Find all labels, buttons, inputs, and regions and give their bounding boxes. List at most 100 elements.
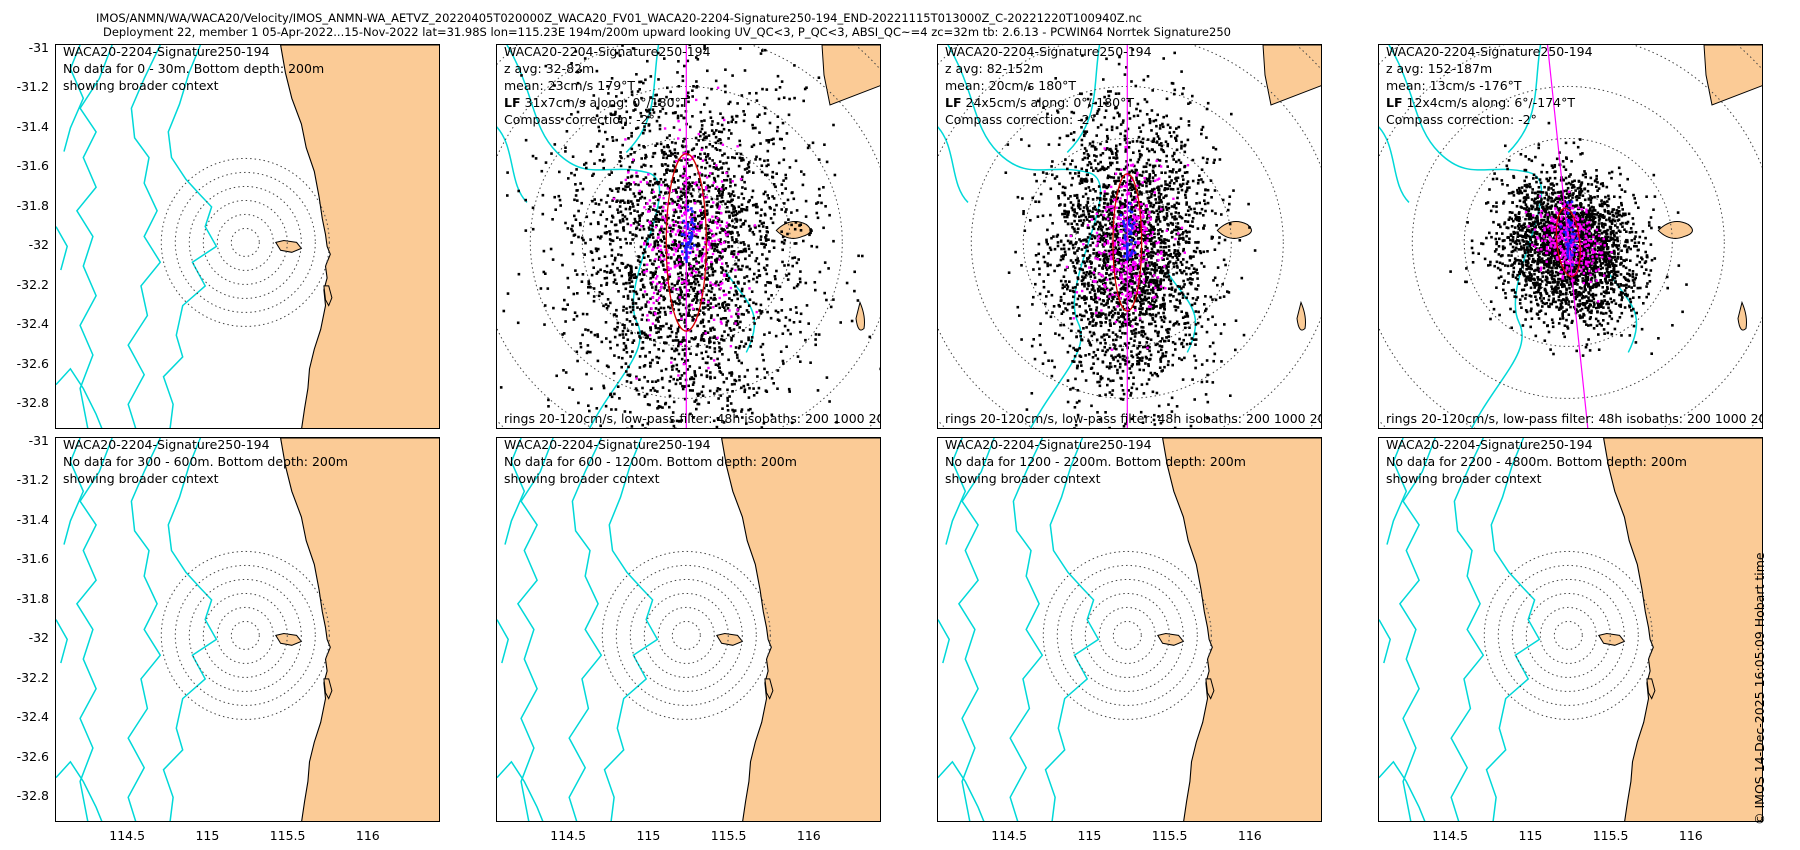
- y-tick-label: -32.6: [16, 355, 49, 371]
- isobath-line: [1485, 438, 1541, 821]
- annotation-line: showing broader context: [63, 471, 219, 486]
- speed-ring: [601, 550, 771, 720]
- map-panel: WACA20-2204-Signature250-194 z avg: 32-82…: [496, 44, 881, 429]
- panel-annotation: WACA20-2204-Signature250-194 No data for …: [63, 44, 324, 94]
- map-panel: WACA20-2204-Signature250-194 No data for …: [496, 437, 881, 822]
- isobath-line: [497, 760, 544, 821]
- speed-ring: [1525, 592, 1611, 678]
- annotation-line: No data for 1200 - 2200m. Bottom depth: …: [945, 454, 1246, 469]
- land: [1703, 45, 1762, 106]
- lf-label: LF: [1386, 95, 1403, 110]
- annotation-line: WACA20-2204-Signature250-194: [504, 44, 711, 59]
- island: [1205, 678, 1215, 700]
- isobath-line: [127, 438, 162, 821]
- lf-label: LF: [504, 95, 521, 110]
- isobath-line: [1166, 272, 1197, 353]
- x-tick-label: 115: [1077, 828, 1102, 843]
- isobath-line: [516, 438, 554, 821]
- map-canvas: [497, 438, 880, 821]
- annotation-line: WACA20-2204-Signature250-194: [63, 44, 270, 59]
- map-panel: WACA20-2204-Signature250-194 No data for …: [55, 437, 440, 822]
- speed-ring: [230, 227, 260, 257]
- isobath-line: [162, 45, 218, 428]
- y-tick-label: -32.8: [16, 395, 49, 411]
- y-tick-label: -32.4: [16, 316, 49, 332]
- x-tick-label: 115: [195, 828, 220, 843]
- speed-ring: [216, 606, 274, 664]
- land: [1603, 438, 1762, 821]
- lf-variance-ellipse: [1112, 173, 1143, 312]
- y-tick-label: -31.6: [16, 158, 49, 174]
- isobath-line: [1398, 438, 1436, 821]
- isobath-line: [63, 438, 85, 545]
- y-tick-label: -31: [28, 432, 49, 448]
- annotation-line: Compass correction: -2°: [945, 112, 1096, 127]
- speed-ring: [643, 592, 729, 678]
- annotation-line: showing broader context: [63, 78, 219, 93]
- panel-annotation: WACA20-2204-Signature250-194 No data for …: [945, 437, 1246, 487]
- y-tick-label: -32: [28, 630, 49, 646]
- x-tick-label: 114.5: [109, 828, 146, 843]
- isobath-line: [162, 438, 218, 821]
- isobath-line: [1044, 438, 1100, 821]
- x-tick-label: 115.5: [1151, 828, 1188, 843]
- annotation-line: WACA20-2204-Signature250-194: [1386, 437, 1593, 452]
- speed-ring: [1539, 606, 1597, 664]
- land: [1162, 438, 1321, 821]
- deployment-info: Deployment 22, member 1 05-Apr-2022...15…: [103, 25, 1231, 39]
- speed-ring: [202, 592, 288, 678]
- x-tick-label: 114.5: [550, 828, 587, 843]
- rings-caption: rings 20-120cm/s, low-pass filter: 48h i…: [1386, 411, 1762, 426]
- panel-annotation: WACA20-2204-Signature250-194 z avg: 152-1…: [1386, 44, 1593, 128]
- map-panel: WACA20-2204-Signature250-194 z avg: 152-1…: [1378, 44, 1763, 429]
- isobath-line: [56, 619, 69, 664]
- velocity-scatter: [499, 45, 880, 428]
- lf-values: 12x4cm/s along: 6°/-174°T: [1402, 95, 1575, 110]
- y-tick-label: -31.4: [16, 118, 49, 134]
- island: [323, 285, 333, 307]
- x-tick-label: 115.5: [269, 828, 306, 843]
- annotation-line: No data for 600 - 1200m. Bottom depth: 2…: [504, 454, 797, 469]
- lf-stats: LF 12x4cm/s along: 6°/-174°T: [1386, 94, 1593, 111]
- speed-ring: [1056, 564, 1198, 706]
- speed-ring: [174, 564, 316, 706]
- y-tick-label: -32: [28, 237, 49, 253]
- isobath-line: [945, 438, 967, 545]
- isobath-line: [938, 619, 951, 664]
- island: [1157, 632, 1185, 646]
- map-panel: WACA20-2204-Signature250-194 No data for …: [1378, 437, 1763, 822]
- map-canvas: [1379, 45, 1762, 428]
- y-tick-label: -31.6: [16, 551, 49, 567]
- island: [716, 632, 744, 646]
- speed-ring: [1511, 578, 1625, 692]
- annotation-line: showing broader context: [945, 471, 1101, 486]
- annotation-line: z avg: 82-152m: [945, 61, 1044, 76]
- land: [280, 45, 439, 428]
- annotation-line: WACA20-2204-Signature250-194: [1386, 44, 1593, 59]
- isobath-line: [1379, 760, 1426, 821]
- y-tick-label: -32.6: [16, 748, 49, 764]
- island: [1216, 221, 1252, 239]
- x-tick-label: 114.5: [991, 828, 1028, 843]
- isobath-line: [1450, 438, 1485, 821]
- speed-ring: [657, 606, 715, 664]
- speed-ring: [629, 578, 743, 692]
- isobath-line: [63, 45, 85, 152]
- isobath-line: [504, 438, 526, 545]
- panel-annotation: WACA20-2204-Signature250-194 No data for …: [63, 438, 348, 487]
- isobath-line: [1379, 126, 1410, 203]
- x-tick-label: 116: [1237, 828, 1262, 843]
- lf-variance-ellipse: [1555, 207, 1581, 278]
- map-canvas: [56, 438, 439, 821]
- annotation-line: WACA20-2204-Signature250-194: [945, 437, 1152, 452]
- annotation-line: z avg: 152-187m: [1386, 61, 1493, 76]
- map-panel: WACA20-2204-Signature250-194 z avg: 82-15…: [937, 44, 1322, 429]
- mean-velocity-arrow: [1566, 242, 1570, 255]
- y-tick-label: -32.2: [16, 669, 49, 685]
- annotation-line: mean: 13cm/s -176°T: [1386, 78, 1522, 93]
- island: [1296, 300, 1306, 331]
- speed-ring: [216, 213, 274, 271]
- island: [323, 678, 333, 700]
- island: [855, 300, 865, 331]
- speed-ring: [160, 157, 330, 327]
